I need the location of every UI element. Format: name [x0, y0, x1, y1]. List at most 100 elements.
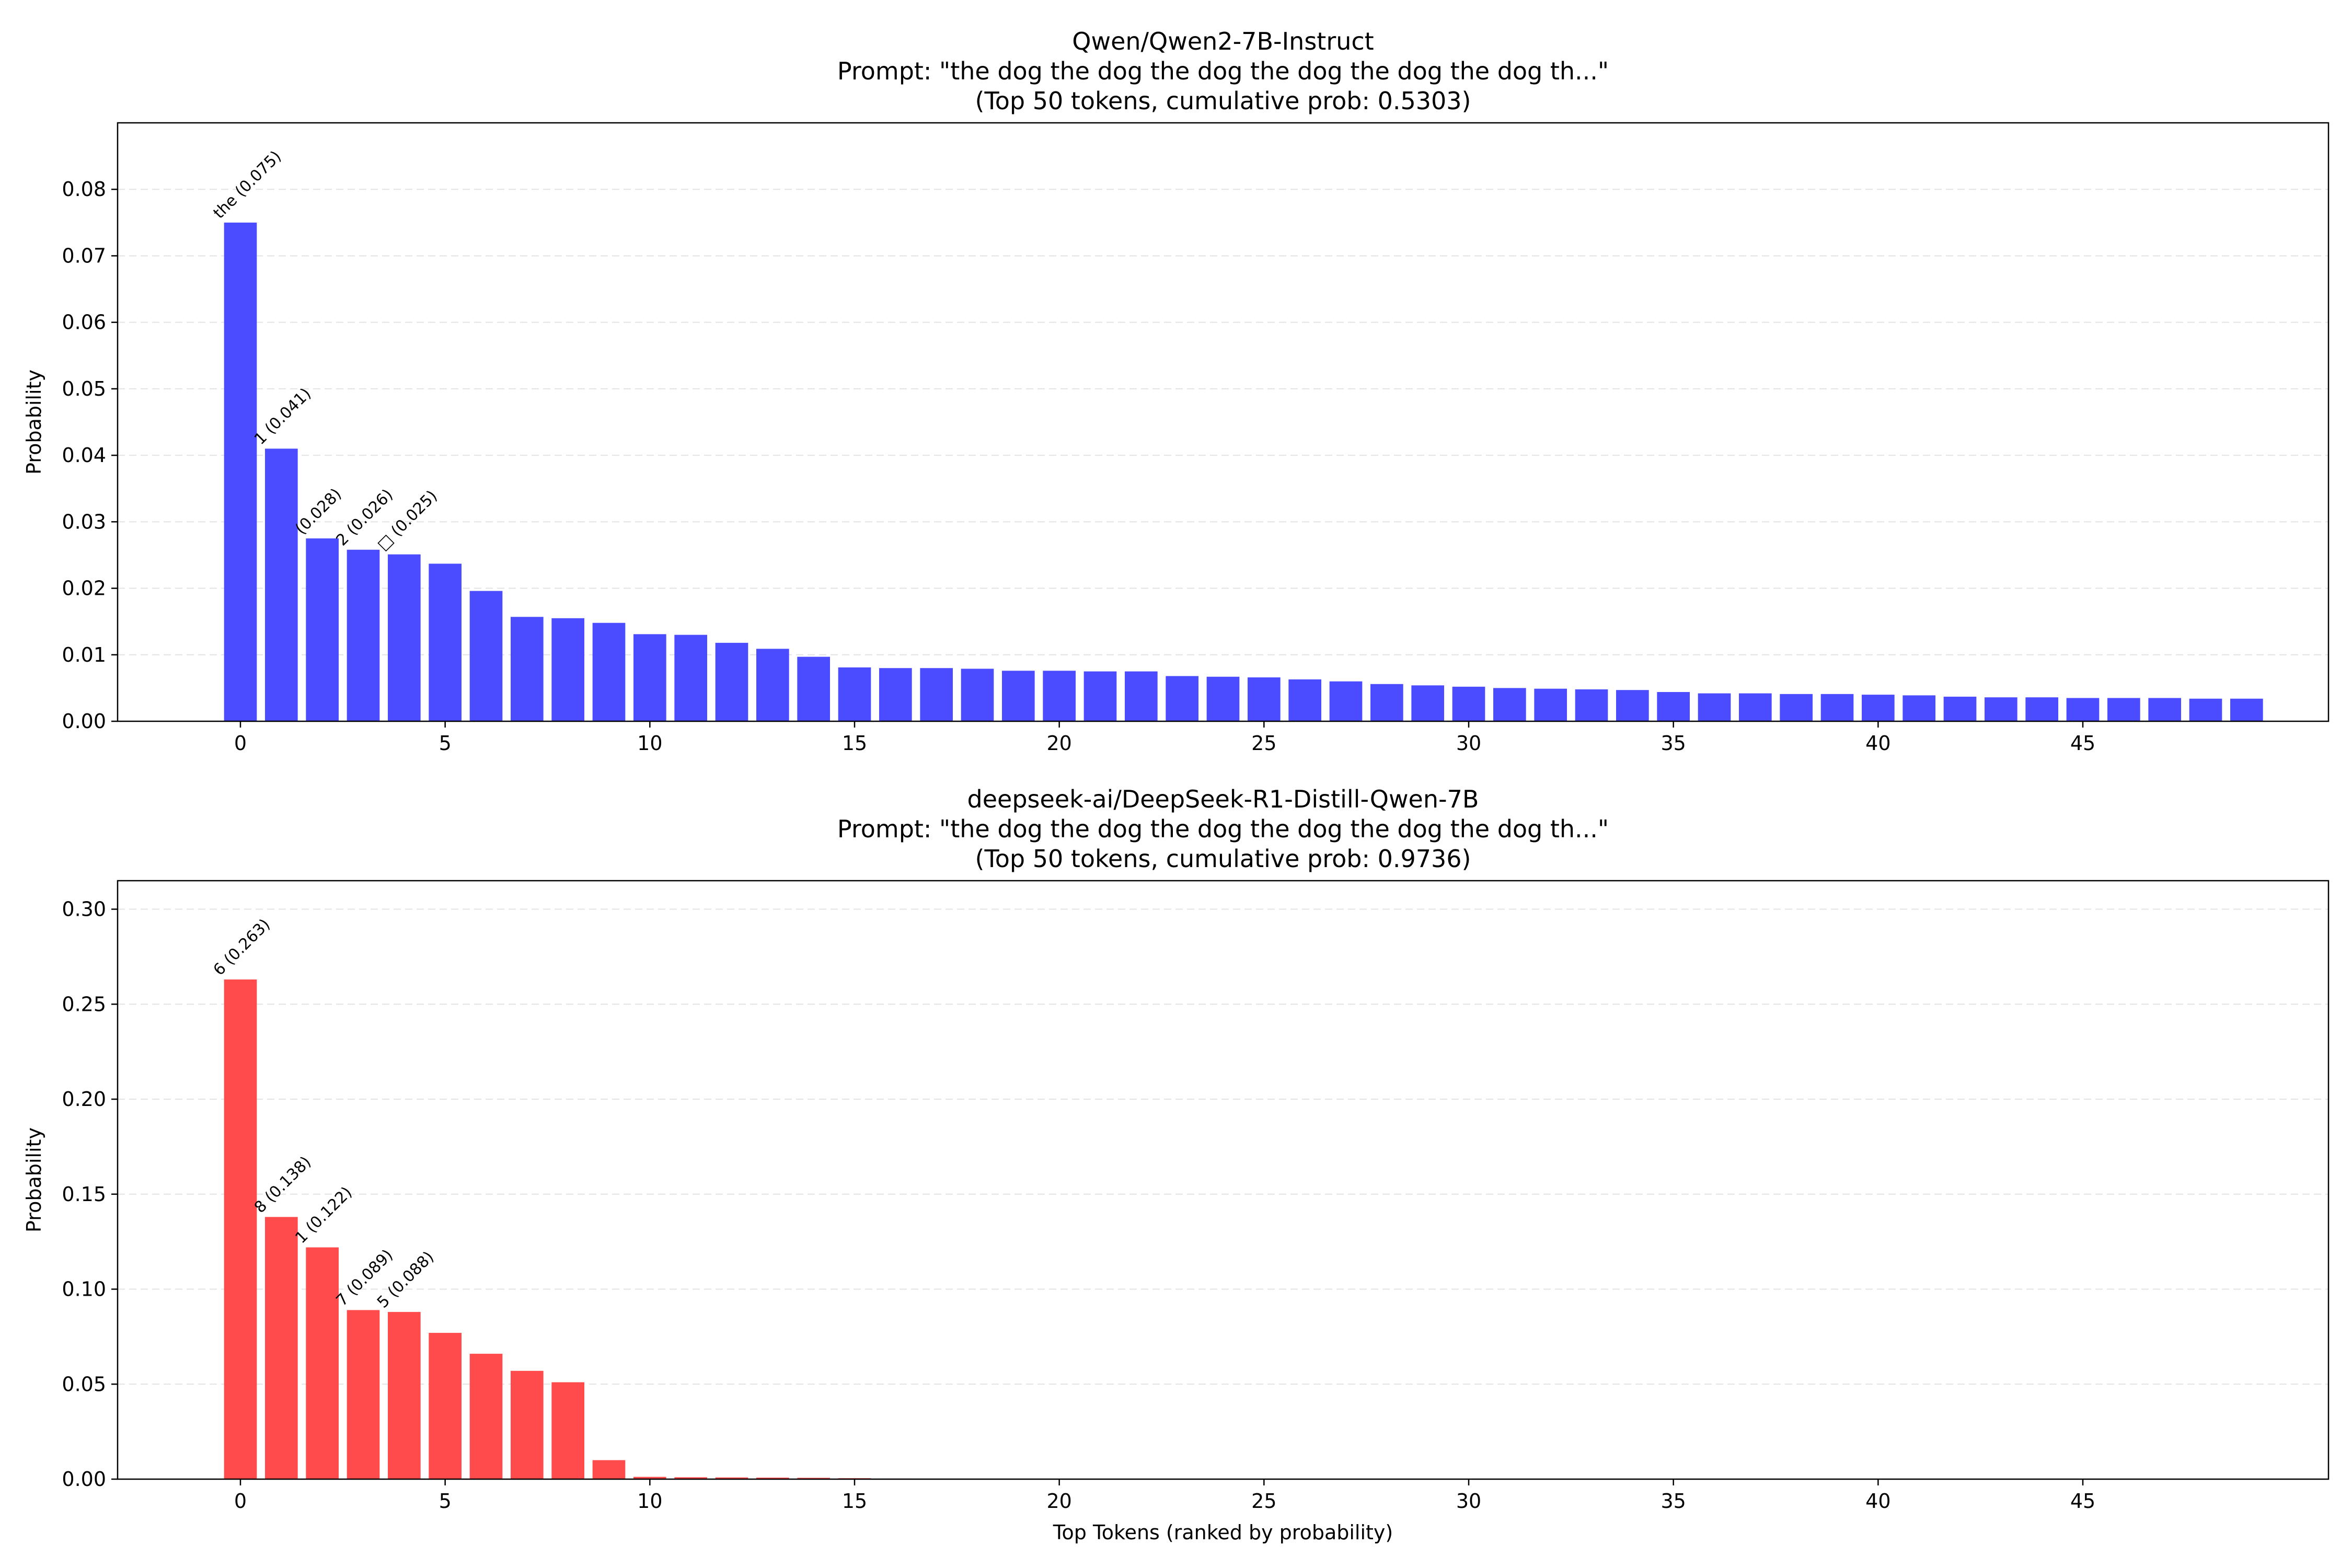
- x-tick-label: 35: [1661, 1490, 1686, 1513]
- y-tick-label: 0.02: [62, 577, 106, 600]
- bar: [715, 642, 748, 721]
- bar-label: 8 (0.138): [251, 1153, 315, 1217]
- chart-title-line: Prompt: "the dog the dog the dog the dog…: [837, 815, 1609, 843]
- bar: [1985, 697, 2017, 721]
- axes-frame: [117, 122, 2330, 722]
- bar: [1329, 681, 1363, 721]
- bar-label: 1 (0.041): [251, 385, 315, 448]
- bar: [1616, 690, 1649, 721]
- chart-title-line: Prompt: "the dog the dog the dog the dog…: [837, 57, 1609, 85]
- bar: [1166, 676, 1198, 721]
- chart-title-line: Qwen/Qwen2-7B-Instruct: [1072, 27, 1374, 55]
- bar: [1943, 696, 1977, 721]
- bar-label: the (0.075): [210, 147, 285, 223]
- x-tick-label: 45: [2070, 1490, 2095, 1513]
- bar: [1002, 671, 1035, 721]
- bar: [797, 1478, 830, 1479]
- x-tick-label: 15: [842, 1490, 867, 1513]
- y-tick-label: 0.10: [62, 1278, 106, 1301]
- bar: [2025, 697, 2058, 721]
- y-tick-label: 0.06: [62, 311, 106, 334]
- bar: [1739, 693, 1772, 721]
- bar: [592, 1460, 626, 1479]
- x-tick-label: 0: [234, 1490, 247, 1513]
- x-axis-label: Top Tokens (ranked by probability): [1053, 1521, 1393, 1544]
- chart-title-line: (Top 50 tokens, cumulative prob: 0.9736): [975, 845, 1471, 873]
- y-tick-label: 0.07: [62, 244, 106, 267]
- bar: [1411, 685, 1444, 721]
- bar: [2189, 698, 2222, 721]
- bar: [2230, 698, 2263, 721]
- x-tick-label: 10: [637, 732, 662, 755]
- x-tick-label: 10: [637, 1490, 662, 1513]
- x-tick-label: 20: [1046, 732, 1071, 755]
- chart-title-line: (Top 50 tokens, cumulative prob: 0.5303): [975, 87, 1471, 115]
- bar: [674, 1477, 707, 1479]
- bar: [429, 1333, 462, 1479]
- bar: [797, 656, 830, 721]
- bar: [1862, 695, 1895, 721]
- bar: [1698, 693, 1731, 721]
- bar: [715, 1477, 748, 1479]
- x-tick-label: 40: [1865, 1490, 1890, 1513]
- bar: [306, 1247, 339, 1479]
- bar: [1206, 676, 1240, 721]
- bar: [1083, 671, 1117, 721]
- x-tick-label: 20: [1046, 1490, 1071, 1513]
- axes-frame: [117, 880, 2330, 1480]
- y-axis-label: Probability: [22, 370, 45, 475]
- bar: [224, 222, 257, 721]
- bar: [2066, 698, 2100, 721]
- bar: [633, 1477, 666, 1479]
- bar: [1780, 694, 1813, 721]
- bar: [347, 1310, 380, 1479]
- bar: [469, 1354, 503, 1479]
- y-tick-label: 0.30: [62, 898, 106, 921]
- bar-label: 6 (0.263): [210, 915, 274, 979]
- x-tick-label: 35: [1661, 732, 1686, 755]
- y-tick-label: 0.00: [62, 1468, 106, 1491]
- bar: [1043, 671, 1076, 721]
- bar: [674, 635, 707, 721]
- bar: [592, 622, 626, 721]
- y-tick-label: 0.05: [62, 377, 106, 400]
- y-tick-label: 0.15: [62, 1183, 106, 1206]
- x-tick-label: 45: [2070, 732, 2095, 755]
- x-tick-label: 15: [842, 732, 867, 755]
- bar: [1657, 692, 1690, 721]
- y-axis-label: Probability: [22, 1127, 45, 1232]
- bar: [306, 538, 339, 721]
- chart-title-line: deepseek-ai/DeepSeek-R1-Distill-Qwen-7B: [967, 785, 1479, 813]
- x-tick-label: 5: [439, 732, 452, 755]
- bar: [1125, 671, 1158, 721]
- bar: [224, 979, 257, 1479]
- bar: [551, 1382, 584, 1479]
- bar: [838, 667, 871, 721]
- bar: [1903, 695, 1935, 721]
- bar: [1820, 694, 1854, 721]
- y-tick-label: 0.05: [62, 1373, 106, 1396]
- x-tick-label: 25: [1251, 732, 1276, 755]
- x-tick-label: 30: [1456, 1490, 1481, 1513]
- bar: [347, 549, 380, 721]
- bar: [1248, 677, 1281, 721]
- bar: [388, 554, 421, 721]
- bar: [1288, 679, 1321, 721]
- bar: [756, 1478, 789, 1479]
- bar: [1452, 686, 1485, 721]
- y-tick-label: 0.03: [62, 510, 106, 533]
- x-tick-label: 5: [439, 1490, 452, 1513]
- bar: [2107, 698, 2140, 721]
- bar: [633, 634, 666, 721]
- y-tick-label: 0.00: [62, 710, 106, 733]
- bar: [961, 668, 994, 721]
- y-tick-label: 0.20: [62, 1088, 106, 1111]
- bar: [1370, 684, 1403, 721]
- bar: [879, 668, 912, 721]
- bar: [2148, 698, 2181, 721]
- bar: [265, 448, 298, 721]
- bar-label: 1 (0.122): [292, 1183, 355, 1247]
- x-tick-label: 25: [1251, 1490, 1276, 1513]
